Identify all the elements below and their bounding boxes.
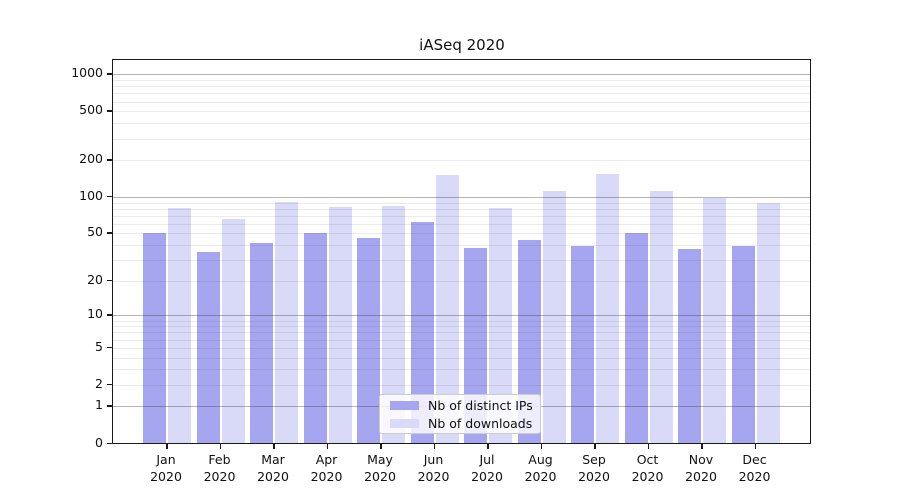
legend-label: Nb of distinct IPs: [428, 397, 533, 413]
y-tick-label: 500: [79, 102, 103, 118]
bar-downloads: [489, 208, 512, 444]
x-tick: [701, 444, 703, 449]
x-tick-label: Mar 2020: [257, 452, 289, 484]
gridline-minor: [113, 80, 810, 82]
gridline-minor: [113, 138, 810, 140]
bar-downloads: [168, 208, 191, 444]
bar-downloads: [435, 175, 459, 444]
y-tick: [107, 442, 112, 444]
y-tick-label: 100: [79, 187, 103, 203]
gridline-minor: [113, 123, 810, 125]
x-tick-label: Feb 2020: [203, 452, 236, 484]
x-tick-label: Jun 2020: [417, 452, 450, 484]
downloads-swatch-icon: [390, 418, 419, 428]
bar-distinct-ips: [410, 222, 434, 444]
y-tick: [107, 195, 112, 198]
x-tick-label: Jul 2020: [471, 452, 503, 484]
bar-downloads: [221, 218, 245, 444]
x-tick: [647, 444, 649, 449]
gridline-minor: [113, 101, 810, 103]
gridline-major: [113, 74, 810, 76]
y-tick: [107, 346, 112, 349]
y-tick-label: 1: [95, 397, 103, 413]
y-tick: [107, 110, 112, 112]
y-tick: [107, 279, 112, 282]
y-tick-label: 20: [87, 271, 103, 287]
x-tick-label: Sep 2020: [578, 452, 610, 484]
bar-downloads: [756, 202, 780, 444]
y-tick: [107, 383, 112, 386]
bar-distinct-ips: [357, 237, 380, 444]
bar-downloads: [649, 190, 673, 444]
bar-downloads: [275, 201, 298, 444]
gridline-minor: [113, 160, 810, 162]
x-tick: [326, 444, 328, 449]
x-tick: [754, 444, 756, 449]
bar-distinct-ips: [196, 252, 220, 444]
gridline-minor: [113, 86, 810, 88]
y-tick: [107, 232, 112, 234]
y-tick: [107, 159, 112, 161]
x-tick-label: Oct 2020: [631, 452, 664, 484]
bar-distinct-ips: [571, 246, 594, 444]
bar-distinct-ips: [250, 242, 273, 444]
x-tick-label: May 2020: [364, 452, 396, 484]
bar-downloads: [596, 174, 619, 444]
bar-downloads: [328, 207, 352, 444]
x-tick-label: Aug 2020: [524, 452, 557, 484]
y-tick-label: 5: [95, 338, 103, 354]
x-tick: [433, 444, 435, 449]
y-tick-label: 0: [95, 434, 103, 450]
x-tick: [380, 444, 382, 449]
plot-area: Nb of distinct IPs Nb of downloads: [112, 59, 811, 444]
bar-distinct-ips: [303, 233, 327, 444]
bar-downloads: [703, 198, 726, 444]
x-tick-label: Nov 2020: [685, 452, 717, 484]
chart-title: iASeq 2020: [419, 36, 505, 54]
legend-item-downloads: Nb of downloads: [390, 416, 532, 431]
bar-distinct-ips: [624, 233, 648, 444]
x-tick: [166, 444, 168, 449]
y-tick: [107, 405, 112, 407]
x-tick-label: Jan 2020: [150, 452, 182, 484]
bar-downloads: [382, 206, 405, 444]
gridline-minor: [113, 93, 810, 95]
bar-distinct-ips: [678, 249, 701, 444]
legend: Nb of distinct IPs Nb of downloads: [379, 394, 541, 434]
y-tick-label: 1000: [71, 65, 103, 81]
y-tick-label: 200: [79, 151, 103, 167]
bar-distinct-ips: [731, 246, 755, 444]
bar-distinct-ips: [143, 233, 166, 444]
legend-item-distinct-ips: Nb of distinct IPs: [390, 397, 533, 413]
y-tick: [107, 73, 112, 75]
distinct-ips-swatch-icon: [390, 400, 419, 410]
bar-distinct-ips: [517, 240, 541, 444]
x-tick-label: Dec 2020: [738, 452, 771, 484]
x-tick: [273, 444, 275, 449]
x-tick: [540, 444, 542, 449]
y-tick: [107, 314, 112, 316]
bar-downloads: [542, 191, 566, 444]
gridline-minor: [113, 111, 810, 113]
x-tick: [594, 444, 596, 449]
y-tick-label: 50: [87, 224, 103, 240]
x-tick: [487, 444, 489, 449]
y-tick-label: 2: [95, 375, 103, 391]
legend-label: Nb of downloads: [428, 415, 533, 431]
x-tick-label: Apr 2020: [310, 452, 343, 484]
y-tick-label: 10: [87, 306, 103, 322]
x-tick: [219, 444, 221, 449]
